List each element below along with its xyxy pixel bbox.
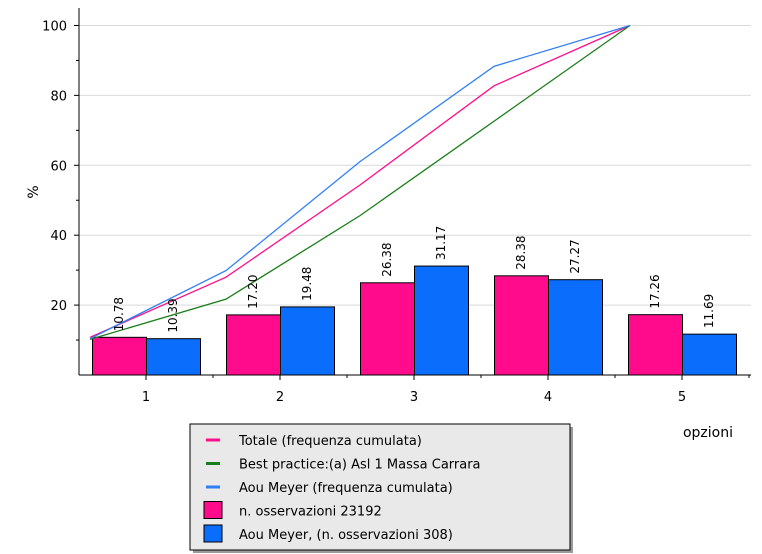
cumulative-lines [89,24,631,340]
bar [548,279,603,376]
y-tick-label: 40 [50,229,67,244]
x-tick-label: 4 [544,390,552,405]
x-tick-label: 5 [678,390,686,405]
legend-label: Totale (frequenza cumulata) [238,434,422,449]
legend-label: n. osservazioni 23192 [239,505,382,520]
bar [226,314,281,376]
legend: Totale (frequenza cumulata) Best practice… [189,423,573,553]
y-tick-label: 100 [42,19,67,34]
x-tick-label: 2 [276,390,284,405]
data-label: 19.48 [300,267,314,301]
legend-box-swatch [203,524,223,543]
y-tick-label: 20 [50,299,67,314]
data-label: 11.69 [702,294,716,328]
data-label: 10.78 [112,297,126,331]
line-series [89,24,631,338]
x-axis-title: opzioni [683,425,733,441]
bar [682,333,737,376]
x-tick-label: 3 [410,390,418,405]
legend-box-swatch [203,501,223,519]
legend-box [189,423,571,551]
bars [92,265,737,376]
y-tick-label: 80 [50,89,67,104]
line-series [89,24,631,340]
data-label: 26.38 [380,242,394,276]
data-label: 27.27 [568,239,582,273]
legend-label: Aou Meyer (frequenza cumulata) [239,481,453,496]
y-tick-label: 60 [50,159,67,174]
bar [92,336,147,376]
legend-label: Aou Meyer, (n. osservazioni 308) [239,528,453,543]
bar [414,265,469,376]
data-label: 10.39 [166,298,180,332]
data-label: 28.38 [514,235,528,269]
data-label: 17.26 [648,274,662,308]
y-axis-title: % [26,185,42,198]
legend-label: Best practice:(a) Asl 1 Massa Carrara [239,458,481,473]
data-label: 17.20 [246,275,260,309]
data-labels: 10.78 17.20 26.38 28.38 17.26 10.39 19.48 31.17… [112,226,716,333]
bar [146,338,201,376]
bar [628,314,683,376]
bar [360,282,415,376]
bar [494,275,549,376]
gridlines [79,24,751,306]
x-tick-label: 1 [142,390,150,405]
data-label: 31.17 [434,226,448,260]
line-series [89,24,631,340]
axes: 20 40 60 80 100 1 2 3 4 5 [42,8,751,405]
bar [280,306,335,376]
